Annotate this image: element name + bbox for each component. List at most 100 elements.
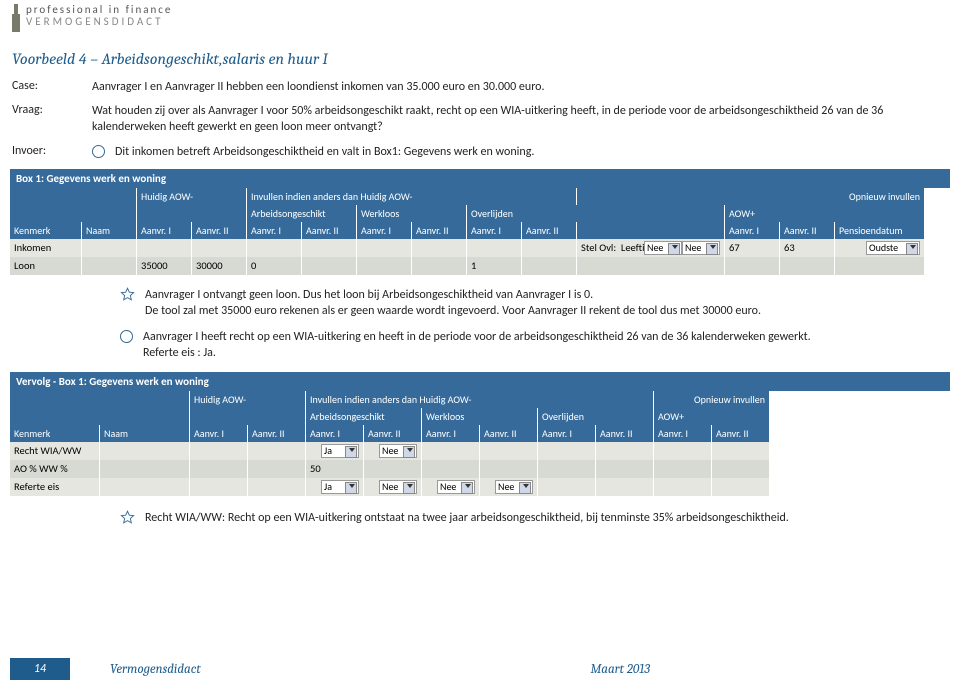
table1-col-3: Aanvr. II (192, 222, 247, 239)
table-cell (712, 460, 770, 478)
table-cell (480, 460, 538, 478)
table-cell (248, 478, 306, 496)
table-cell (357, 239, 412, 257)
table2-col-5: Aanvr. II (364, 425, 422, 442)
table-cell: 0 (247, 257, 302, 275)
table-cell (100, 442, 190, 460)
table2-group-row-1: Huidig AOW- Invullen indien anders dan H… (10, 391, 950, 408)
case-row: Case: Aanvrager I en Aanvrager II hebben… (0, 78, 960, 96)
invoer-label: Invoer: (12, 144, 92, 158)
note-star-1-text: Aanvrager I ontvangt geen loon. Dus het … (145, 287, 840, 319)
note-star-2: Recht WIA/WW: Recht op een WIA-uitkering… (0, 508, 960, 528)
table-cell (522, 239, 577, 257)
select-dropdown[interactable]: Nee (379, 480, 417, 494)
table-row: Loon350003000001 (10, 257, 950, 275)
table-cell: 35000 (137, 257, 192, 275)
table1-body: InkomenStel Ovl: Nee Nee Leeftijd:6763Ou… (10, 239, 950, 275)
table-cell (100, 478, 190, 496)
logo-mark (12, 4, 20, 34)
table1-col-5: Aanvr. II (302, 222, 357, 239)
table-cell (412, 257, 467, 275)
select-pensioendatum[interactable]: Oudste (866, 241, 920, 255)
table-cell: 63 (780, 239, 835, 257)
table-cell (712, 478, 770, 496)
table1-col-9: Aanvr. II (522, 222, 577, 239)
table-row: Referte eis Ja Nee Nee Nee (10, 478, 950, 496)
table1-col-7: Aanvr. II (412, 222, 467, 239)
table-cell: Nee (480, 478, 538, 496)
page-header: professional in finance VERMOGENSDIDACT (0, 0, 960, 42)
table-cell (190, 478, 248, 496)
table-cell: Inkomen (10, 239, 82, 257)
circle-icon (92, 145, 105, 158)
table-cell (422, 442, 480, 460)
table2-title: Vervolg - Box 1: Gegevens werk en woning (10, 372, 950, 391)
invoer-text: Dit inkomen betreft Arbeidsongeschikthei… (115, 144, 534, 160)
table-cell (422, 460, 480, 478)
table-cell (357, 257, 412, 275)
table1-col-0: Kenmerk (10, 222, 82, 239)
vraag-row: Vraag: Wat houden zij over als Aanvrager… (0, 102, 960, 136)
table-cell: Nee (364, 478, 422, 496)
table1-col-headers: KenmerkNaamAanvr. IAanvr. IIAanvr. IAanv… (10, 222, 950, 239)
table1-col-1: Naam (82, 222, 137, 239)
select-ovl-2[interactable]: Nee (644, 241, 682, 255)
table1-col-11: Aanvr. I (725, 222, 780, 239)
table-cell (654, 478, 712, 496)
table-cell: 30000 (192, 257, 247, 275)
table-box1: Box 1: Gegevens werk en woning Huidig AO… (10, 169, 950, 275)
table-cell (538, 442, 596, 460)
table-cell: Ja (306, 478, 364, 496)
table-cell (82, 257, 137, 275)
table2-col-8: Aanvr. I (538, 425, 596, 442)
logo-text: professional in finance VERMOGENSDIDACT (26, 4, 172, 28)
table-cell (190, 442, 248, 460)
select-dropdown[interactable]: Ja (321, 444, 359, 458)
table2-col-7: Aanvr. II (480, 425, 538, 442)
note-star-2-text: Recht WIA/WW: Recht op een WIA-uitkering… (145, 510, 840, 526)
table2-col-1: Naam (100, 425, 190, 442)
table-cell: Loon (10, 257, 82, 275)
logo-bottom: VERMOGENSDIDACT (26, 16, 172, 28)
table2-col-2: Aanvr. I (190, 425, 248, 442)
table-cell: Referte eis (10, 478, 100, 496)
case-text: Aanvrager I en Aanvrager II hebben een l… (92, 79, 948, 95)
table1-col-8: Aanvr. I (467, 222, 522, 239)
table-cell (190, 460, 248, 478)
select-dropdown[interactable]: Nee (379, 444, 417, 458)
table-cell (577, 257, 725, 275)
table-cell (780, 257, 835, 275)
note-star-1: Aanvrager I ontvangt geen loon. Dus het … (0, 285, 960, 321)
table2-col-3: Aanvr. II (248, 425, 306, 442)
table-cell (712, 442, 770, 460)
table-cell: Recht WIA/WW (10, 442, 100, 460)
table-cell (835, 257, 925, 275)
table-cell (302, 257, 357, 275)
note-circle-1-text: Aanvrager I heeft recht op een WIA-uitke… (143, 329, 840, 361)
table-cell (248, 442, 306, 460)
footer-left: Vermogensdidact (110, 662, 201, 677)
table2-col-0: Kenmerk (10, 425, 100, 442)
select-ovl-1[interactable]: Nee (682, 241, 720, 255)
select-dropdown[interactable]: Nee (437, 480, 475, 494)
table-cell (192, 239, 247, 257)
table-cell: Nee (422, 478, 480, 496)
select-dropdown[interactable]: Ja (321, 480, 359, 494)
table2-col-11: Aanvr. II (712, 425, 770, 442)
table-cell (522, 257, 577, 275)
table2-col-6: Aanvr. I (422, 425, 480, 442)
page-footer: 14 Vermogensdidact Maart 2013 (10, 658, 950, 680)
table2-col-headers: KenmerkNaamAanvr. IAanvr. IIAanvr. IAanv… (10, 425, 950, 442)
table-vervolg: Vervolg - Box 1: Gegevens werk en woning… (10, 372, 950, 496)
table-cell (596, 478, 654, 496)
page-number-badge: 14 (10, 658, 70, 680)
note-circle-1: Aanvrager I heeft recht op een WIA-uitke… (0, 327, 960, 363)
table-row: Recht WIA/WW Ja Nee (10, 442, 950, 460)
table-cell (538, 478, 596, 496)
table-cell (725, 257, 780, 275)
table1-title: Box 1: Gegevens werk en woning (10, 169, 950, 188)
table-cell (302, 239, 357, 257)
table1-col-12: Aanvr. II (780, 222, 835, 239)
table-cell (467, 239, 522, 257)
select-dropdown[interactable]: Nee (495, 480, 533, 494)
